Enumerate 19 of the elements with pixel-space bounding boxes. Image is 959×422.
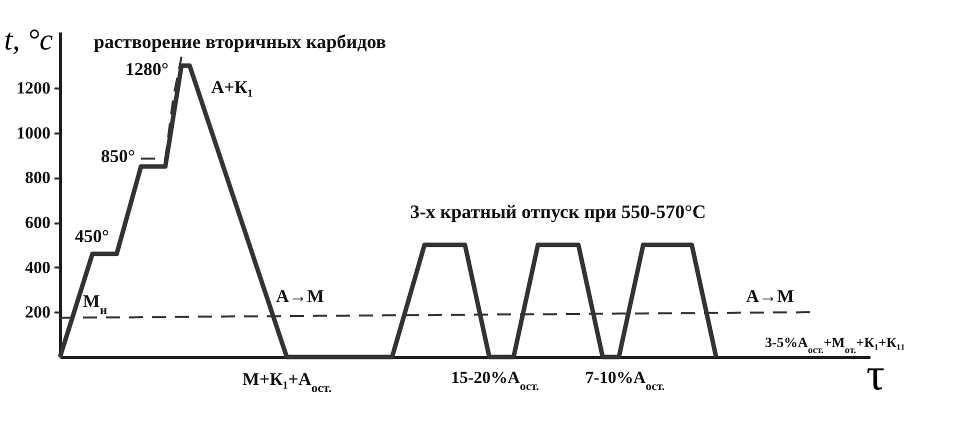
y-tick-label: 400	[25, 258, 50, 277]
annotation: М$_{н}$	[82, 291, 108, 317]
text: 7-10%А$_{ост.}$	[585, 368, 665, 393]
y-tick-label: 800	[25, 168, 50, 188]
text: М+К₁+А$_{ост.}$	[242, 369, 332, 395]
annotation: А→М	[746, 286, 794, 306]
text: 15-20%А$_{ост.}$	[450, 368, 540, 393]
annotation: А+К₁	[211, 77, 253, 97]
annotation: 850°	[100, 146, 136, 166]
annotation: растворение вторичных карбидов	[94, 32, 386, 53]
y-tick-label: 1200	[16, 78, 50, 98]
annotation: 3-х кратный отпуск при 550-570°C	[410, 202, 706, 223]
annotation: 450°	[74, 226, 110, 246]
annotation: 1280°	[125, 59, 169, 79]
annotation: А→М	[276, 286, 324, 306]
y-tick-label: 600	[25, 213, 50, 232]
y-axis-title: t, °c	[4, 24, 53, 56]
y-tick-label: 200	[25, 302, 50, 322]
y-tick-label: 1000	[16, 123, 50, 142]
